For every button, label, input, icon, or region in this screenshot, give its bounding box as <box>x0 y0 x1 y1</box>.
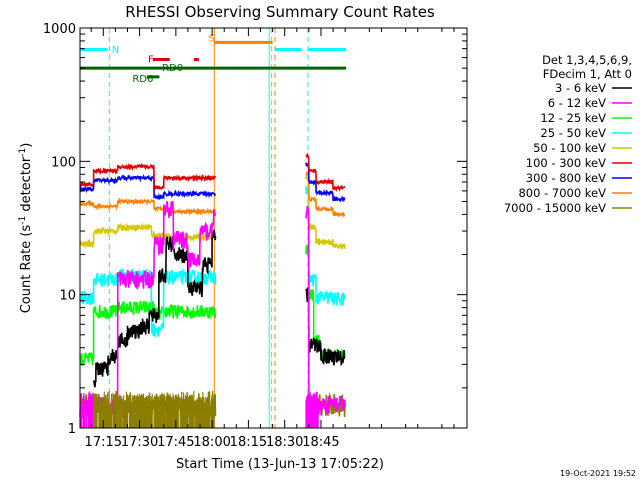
flag-label-s: S <box>209 33 215 44</box>
series-1-line-orbit-2 <box>305 287 346 367</box>
legend-entry-label: 7000 - 15000 keV <box>504 201 606 215</box>
series-6-group <box>79 152 346 193</box>
series-1-group <box>92 229 346 388</box>
series-7-line-orbit-2 <box>305 162 346 203</box>
legend-entry-label: 6 - 12 keV <box>548 96 606 110</box>
series-5-line-orbit-1 <box>79 222 217 249</box>
flag-label-n: N <box>112 45 119 56</box>
low-count-band-5 <box>310 391 319 428</box>
x-tick-label: 18:30 <box>266 435 303 450</box>
series-4-line-orbit-2 <box>305 182 346 306</box>
legend-entry-label: 3 - 6 keV <box>555 81 606 95</box>
series-1-line-orbit-1 <box>92 229 217 388</box>
legend-entry-label: 50 - 100 keV <box>533 141 606 155</box>
flag-bars: N F RD0 RD6 S <box>80 33 347 85</box>
x-tick-label: 17:15 <box>85 435 122 450</box>
x-tick-label: 17:45 <box>157 435 194 450</box>
series-5-group <box>79 173 346 250</box>
low-count-band-3 <box>153 390 215 428</box>
series-2-line-orbit-2 <box>305 205 346 415</box>
legend-entry-label: 100 - 300 keV <box>526 156 606 170</box>
legend-entry-label: 300 - 800 keV <box>526 171 606 185</box>
y-tick-label: 1000 <box>43 22 76 37</box>
plot-frame <box>79 27 468 429</box>
series-6-line-orbit-1 <box>79 162 217 191</box>
y-axis-label-part3: ) <box>19 143 34 148</box>
series-5-line-orbit-2 <box>305 173 346 250</box>
legend-header-line: FDecim 1, Att 0 <box>543 67 632 81</box>
y-tick-label: 100 <box>51 155 76 170</box>
series-7-line-orbit-1 <box>79 173 217 200</box>
series-3-line-orbit-1 <box>79 300 217 366</box>
legend-header-line: Det 1,3,4,5,6,9, <box>542 53 632 67</box>
x-tick-label: 18:15 <box>230 435 267 450</box>
y-axis-label-part2: detector <box>19 156 34 216</box>
timestamp: 19-Oct-2021 19:52 <box>560 469 636 478</box>
y-axis-label-sup1: -1 <box>18 216 28 225</box>
series-8-line-orbit-1 <box>79 196 217 216</box>
y-tick-label: 10 <box>59 289 76 304</box>
series-8-line-orbit-2 <box>305 170 346 218</box>
x-tick-label: 18:45 <box>302 435 339 450</box>
series-8-group <box>79 170 346 218</box>
low-count-band-4 <box>305 391 311 428</box>
flag-label-rd0: RD0 <box>162 63 183 74</box>
y-tick-label: 1 <box>68 422 76 437</box>
legend-entry-label: 12 - 25 keV <box>540 111 606 125</box>
flag-label-rd6: RD6 <box>132 74 153 85</box>
y-axis-label-part1: Count Rate (s <box>19 225 34 314</box>
x-tick-label: 17:30 <box>121 435 158 450</box>
series-7-group <box>79 162 346 203</box>
low-count-band-2 <box>92 390 155 428</box>
flag-label-f: F <box>148 55 154 66</box>
legend-entry-label: 800 - 7000 keV <box>518 186 606 200</box>
series-6-line-orbit-2 <box>305 152 346 193</box>
legend-entry-label: 25 - 50 keV <box>540 126 606 140</box>
x-axis-label: Start Time (13-Jun-13 17:05:22) <box>176 457 384 472</box>
x-tick-label: 18:00 <box>193 435 230 450</box>
y-axis-label-sup2: -1 <box>18 148 28 157</box>
low-count-band-1 <box>79 391 95 428</box>
chart-title: RHESSI Observing Summary Count Rates <box>125 3 435 21</box>
y-axis-label: Count Rate (s-1 detector-1) <box>18 143 34 314</box>
